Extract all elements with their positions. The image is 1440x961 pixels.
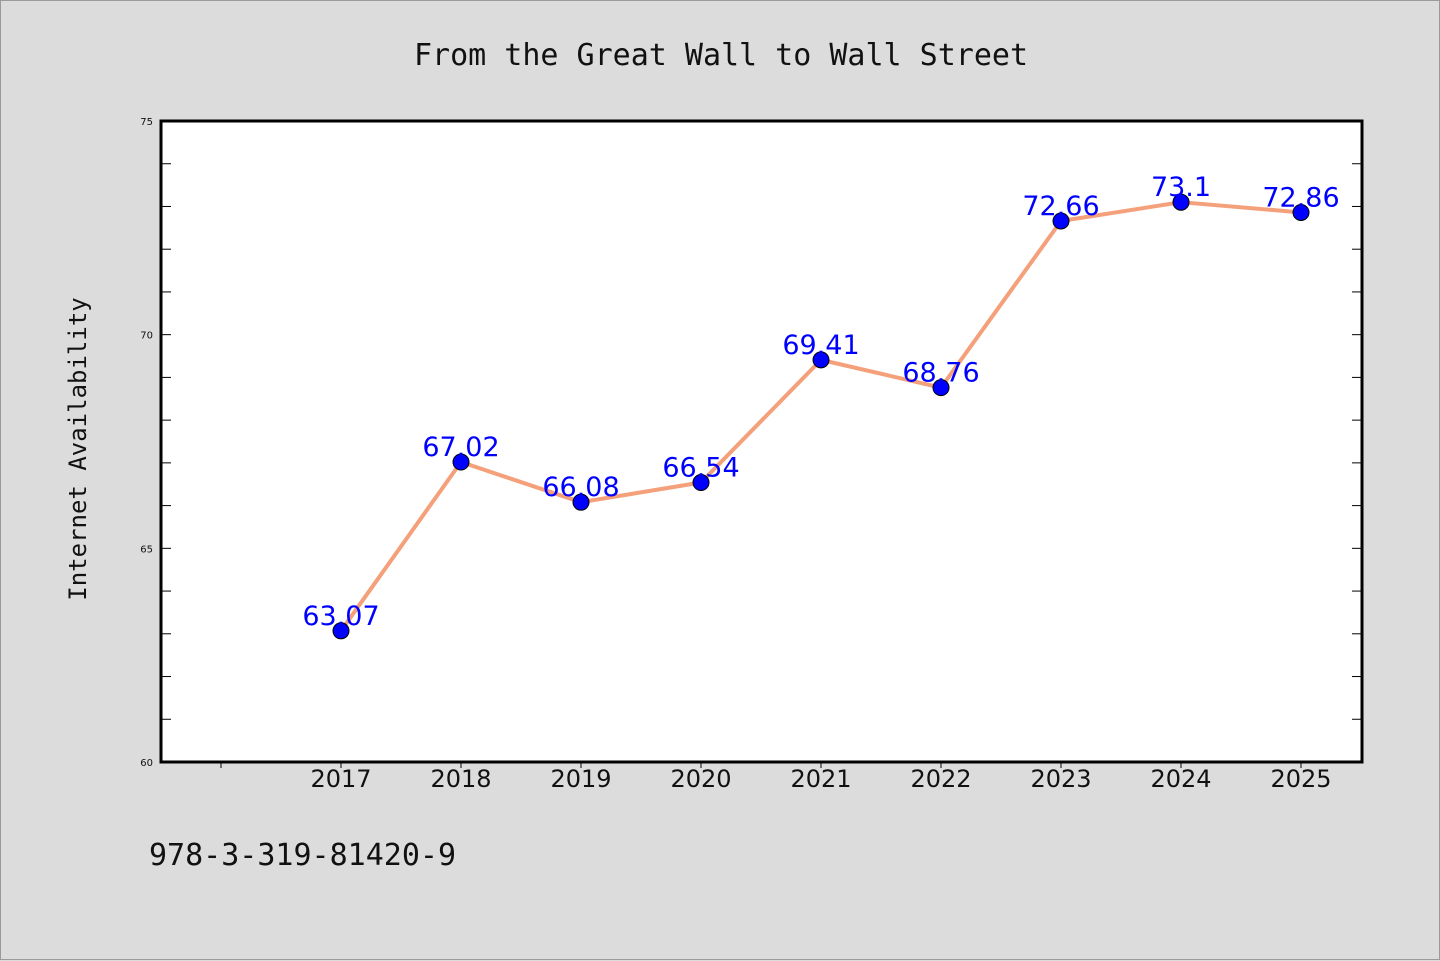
y-tick-label: 75 — [140, 117, 153, 128]
data-label: 67.02 — [422, 432, 499, 463]
x-tick-label: 2021 — [790, 765, 851, 793]
data-label: 68.76 — [902, 358, 979, 389]
y-tick-label: 70 — [140, 331, 153, 342]
x-tick-label: 2023 — [1030, 765, 1091, 793]
x-tick-label: 2018 — [430, 765, 491, 793]
x-tick-label: 2025 — [1270, 765, 1331, 793]
data-label: 69.41 — [782, 330, 859, 361]
plot-area — [159, 119, 1364, 764]
data-point — [452, 453, 470, 471]
data-label: 66.08 — [542, 472, 619, 503]
chart-title: From the Great Wall to Wall Street — [414, 38, 1028, 73]
data-label: 72.66 — [1022, 191, 1099, 222]
y-axis-label: Internet Availability — [64, 297, 92, 600]
x-axis: 2017 2018 2019 2020 2021 2022 2023 2024 2025 — [220, 761, 1332, 793]
x-tick-label: 2022 — [910, 765, 971, 793]
x-tick-label: 2019 — [550, 765, 611, 793]
y-tick-label: 65 — [140, 544, 153, 555]
data-label: 63.07 — [302, 601, 379, 632]
data-point — [812, 351, 830, 369]
data-label: 72.86 — [1262, 182, 1339, 213]
x-tick-label: 2020 — [670, 765, 731, 793]
x-tick-label: 2024 — [1150, 765, 1211, 793]
y-tick-label: 60 — [140, 758, 153, 769]
data-label: 66.54 — [662, 453, 739, 484]
x-tick-label: 2017 — [310, 765, 371, 793]
data-point — [1052, 212, 1070, 230]
data-point — [692, 474, 710, 492]
y-axis: 60 65 70 75 — [140, 117, 1362, 769]
data-point — [572, 493, 590, 511]
data-point — [1172, 193, 1190, 211]
data-point — [932, 379, 950, 397]
series-line-group: 63.07 67.02 66.08 66.54 69.41 68.76 72.66 73.1 7… — [302, 172, 1340, 640]
footer-code: 978-3-319-81420-9 — [149, 838, 456, 873]
data-label: 73.1 — [1151, 172, 1211, 203]
data-point — [1292, 203, 1310, 221]
data-point — [332, 622, 350, 640]
